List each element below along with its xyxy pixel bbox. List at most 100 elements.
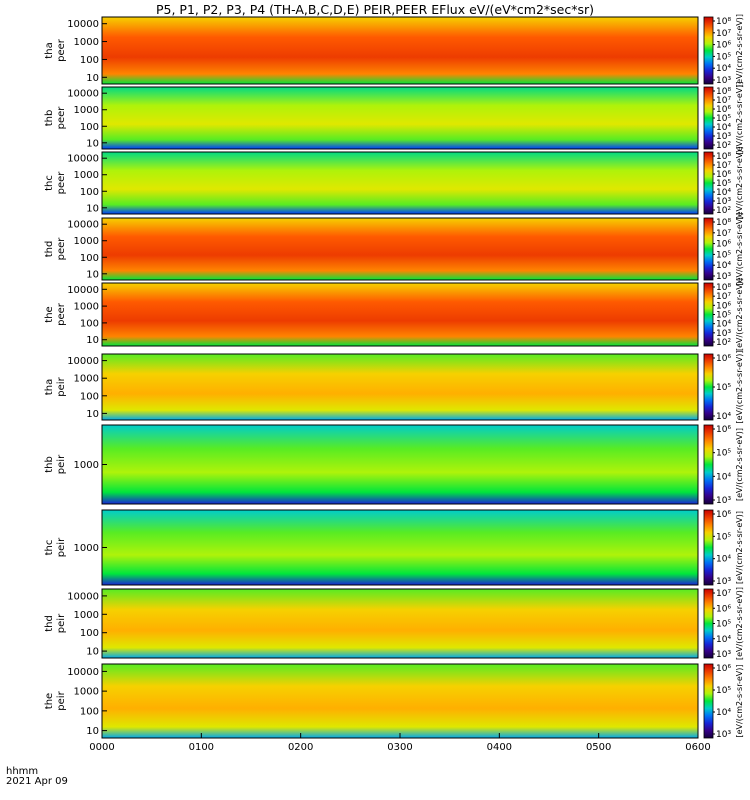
y-tick-label: 100 xyxy=(80,55,99,66)
colorbar-tick-label: 10⁶ xyxy=(716,425,731,435)
panel-frame xyxy=(101,217,699,281)
y-tick-label: 10000 xyxy=(67,89,99,100)
y-tick-label: 10000 xyxy=(67,667,99,678)
colorbar-tick-label: 10⁵ xyxy=(716,532,731,542)
y-axis-label-probe: thb xyxy=(44,456,55,473)
y-axis-label-species: peer xyxy=(56,237,67,261)
y-tick-label: 1000 xyxy=(74,236,99,247)
y-axis-label-species: peer xyxy=(56,302,67,326)
colorbar-tick-label: 10⁴ xyxy=(716,64,731,74)
panel-frame xyxy=(101,353,699,421)
date-label: 2021 Apr 09 xyxy=(6,776,68,787)
colorbar-tick-label: 10⁵ xyxy=(716,179,731,189)
y-tick-label: 1000 xyxy=(74,543,99,554)
y-axis-label-probe: thd xyxy=(44,615,55,632)
panel-frame xyxy=(101,151,699,215)
x-tick-label: 0500 xyxy=(586,742,611,753)
y-tick-label: 1000 xyxy=(74,460,99,471)
y-tick-label: 10000 xyxy=(67,285,99,296)
y-tick-label: 10 xyxy=(86,269,99,280)
y-tick-label: 100 xyxy=(80,628,99,639)
colorbar-tick-label: 10⁶ xyxy=(716,105,731,115)
colorbar-tick-label: 10⁵ xyxy=(716,114,731,124)
y-axis-label-species: peir xyxy=(56,537,67,557)
colorbar-tick-label: 10⁸ xyxy=(716,17,731,27)
y-axis-label-species: peir xyxy=(56,454,67,474)
colorbar-unit-label: [eV/(cm2-s-sr-eV)] xyxy=(735,428,744,501)
y-tick-label: 1000 xyxy=(74,37,99,48)
colorbar xyxy=(703,16,714,85)
colorbar-tick-label: 10⁵ xyxy=(716,311,731,321)
y-tick-label: 100 xyxy=(80,391,99,402)
y-tick-label: 10 xyxy=(86,203,99,214)
colorbar-unit-label: [eV/(cm2-s-sr-eV)] xyxy=(735,212,744,285)
colorbar xyxy=(703,86,714,150)
colorbar-tick-label: 10³ xyxy=(716,650,731,660)
y-axis-label-probe: tha xyxy=(44,42,55,58)
colorbar xyxy=(703,588,714,659)
y-tick-label: 1000 xyxy=(74,105,99,116)
spectrogram-panel-thc-peir: 1000 thc peir 10³ 10⁴ 10⁵ 10⁶ [eV/(cm2-s-sr-eV)… xyxy=(44,509,744,587)
colorbar xyxy=(703,353,714,421)
colorbar-tick-label: 10⁵ xyxy=(716,383,731,393)
spectrogram-panel-thb-peir: 1000 thb peir 10³ 10⁴ 10⁵ 10⁶ [eV/(cm2-s-sr-eV)… xyxy=(44,424,744,506)
colorbar-tick-label: 10⁵ xyxy=(716,620,731,630)
colorbar-tick-label: 10⁵ xyxy=(716,686,731,696)
colorbar-tick-label: 10³ xyxy=(716,76,731,86)
y-tick-label: 1000 xyxy=(74,610,99,621)
y-axis-label-probe: thd xyxy=(44,241,55,258)
colorbar-tick-label: 10⁴ xyxy=(716,708,731,718)
y-tick-label: 10 xyxy=(86,73,99,84)
colorbar-tick-label: 10⁶ xyxy=(716,240,731,250)
spectrogram-panel-the-peer: 10 100 1000 10000 the peer 10²10³10⁴10⁵10⁶10⁷1… xyxy=(44,278,744,351)
colorbar-tick-label: 10⁸ xyxy=(716,218,731,228)
y-tick-label: 100 xyxy=(80,706,99,717)
y-tick-label: 10000 xyxy=(67,154,99,165)
colorbar-tick-label: 10² xyxy=(716,338,731,348)
y-axis-label-probe: thc xyxy=(44,175,55,191)
colorbar-tick-label: 10⁶ xyxy=(716,170,731,180)
y-axis-label-probe: the xyxy=(44,693,55,709)
colorbar-tick-label: 10⁴ xyxy=(716,555,731,565)
colorbar-tick-label: 10⁵ xyxy=(716,449,731,459)
colorbar-unit-label: [eV/(cm2-s-sr-eV)] xyxy=(735,511,744,584)
spectrogram-image xyxy=(102,17,698,84)
y-tick-label: 10 xyxy=(86,138,99,149)
y-tick-label: 10000 xyxy=(67,356,99,367)
x-axis: 0000 0100 0200 0300 0400 0500 0600 xyxy=(89,733,711,753)
colorbar-tick-label: 10⁴ xyxy=(716,261,731,271)
spectrogram-image xyxy=(102,152,698,214)
y-tick-label: 10 xyxy=(86,335,99,346)
colorbar-tick-label: 10⁴ xyxy=(716,412,731,422)
time-format-label: hhmm xyxy=(6,766,39,777)
colorbar-tick-label: 10³ xyxy=(716,272,731,282)
spectrogram-image xyxy=(102,589,698,658)
colorbar-tick-label: 10⁶ xyxy=(716,664,731,674)
colorbar-tick-label: 10² xyxy=(716,206,731,216)
x-tick-label: 0100 xyxy=(189,742,214,753)
colorbar-tick-label: 10³ xyxy=(716,496,731,506)
colorbar-tick-label: 10³ xyxy=(716,197,731,207)
spectrogram-image xyxy=(102,425,698,504)
spectrogram-image xyxy=(102,510,698,585)
spectrogram-image xyxy=(102,354,698,420)
colorbar-tick-label: 10³ xyxy=(716,730,731,740)
colorbar-tick-label: 10⁸ xyxy=(716,283,731,293)
y-tick-label: 100 xyxy=(80,187,99,198)
y-tick-label: 10 xyxy=(86,726,99,737)
y-tick-label: 10 xyxy=(86,409,99,420)
y-tick-label: 100 xyxy=(80,253,99,264)
time-axis-header: hhmm 2021 Apr 09 xyxy=(6,767,68,787)
panel-frame xyxy=(101,282,699,347)
colorbar-unit-label: [eV/(cm2-s-sr-eV)] xyxy=(735,14,744,87)
colorbar-tick-label: 10⁷ xyxy=(716,29,731,39)
y-axis-label-species: peir xyxy=(56,690,67,710)
spectrogram-panel-thc-peer: 10 100 1000 10000 thc peer 10²10³10⁴10⁵10⁶10⁷1… xyxy=(44,146,744,219)
colorbar-unit-label: [eV/(cm2-s-sr-eV)] xyxy=(735,146,744,219)
y-tick-label: 1000 xyxy=(74,374,99,385)
y-axis-label-probe: the xyxy=(44,306,55,322)
spectrogram-image xyxy=(102,664,698,738)
colorbar-unit-label: [eV/(cm2-s-sr-eV)] xyxy=(735,587,744,660)
colorbar-tick-label: 10⁴ xyxy=(716,123,731,133)
